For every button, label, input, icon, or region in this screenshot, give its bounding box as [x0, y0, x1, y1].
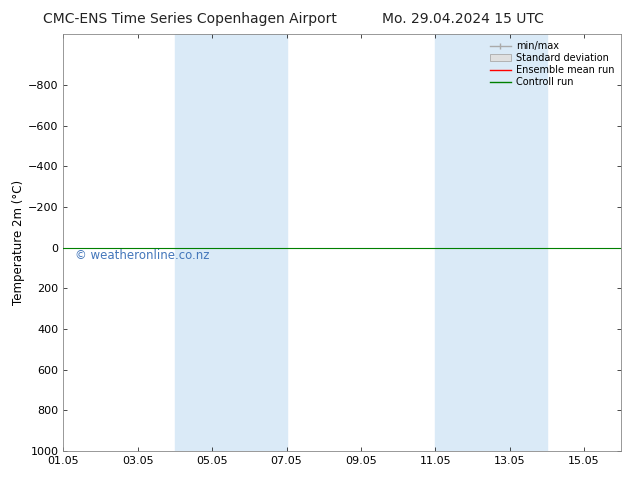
Legend: min/max, Standard deviation, Ensemble mean run, Controll run: min/max, Standard deviation, Ensemble me… — [488, 39, 616, 89]
Text: CMC-ENS Time Series Copenhagen Airport: CMC-ENS Time Series Copenhagen Airport — [43, 12, 337, 26]
Bar — [436, 34, 547, 451]
Y-axis label: Temperature 2m (°C): Temperature 2m (°C) — [12, 180, 25, 305]
Bar — [175, 34, 287, 451]
Text: © weatheronline.co.nz: © weatheronline.co.nz — [75, 248, 209, 262]
Text: Mo. 29.04.2024 15 UTC: Mo. 29.04.2024 15 UTC — [382, 12, 544, 26]
